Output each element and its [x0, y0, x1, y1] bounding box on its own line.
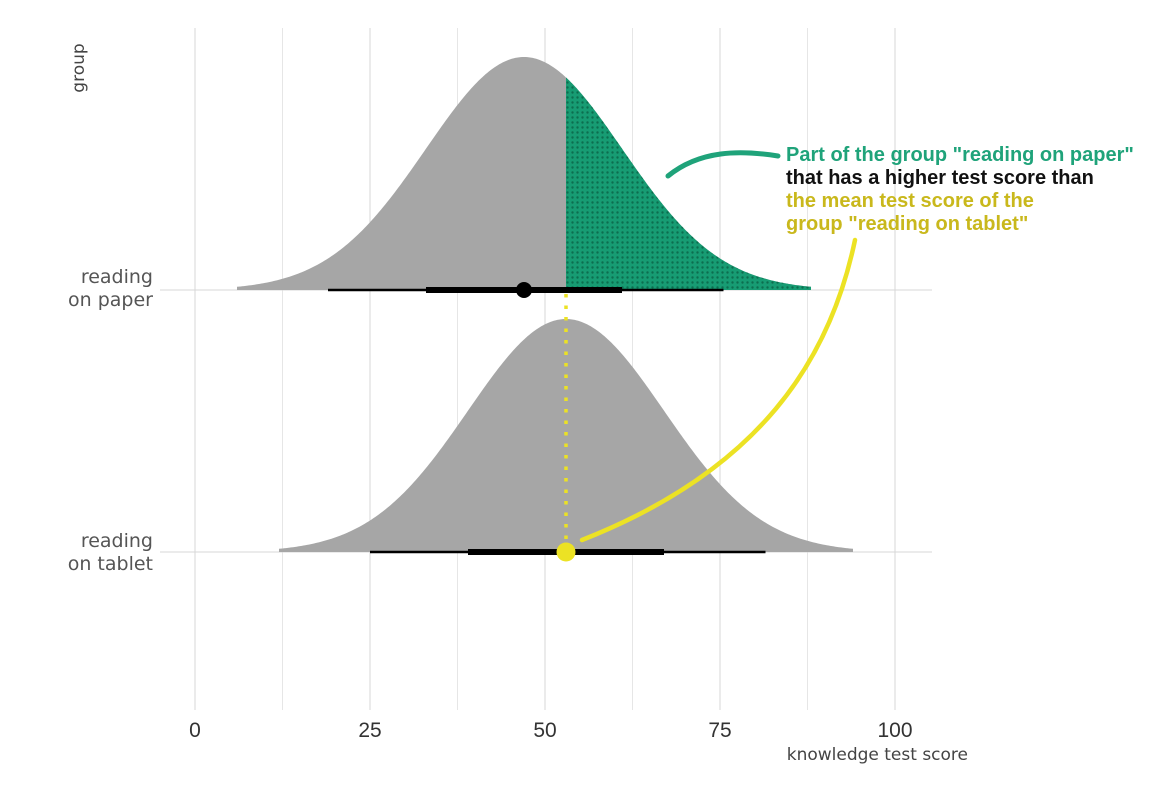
x-tick-label: 25	[358, 719, 381, 742]
x-tick-labels: 0 25 50 75 100	[189, 719, 912, 742]
point-tablet	[556, 542, 576, 562]
group-label-tablet: reading on tablet	[68, 530, 153, 575]
density-paper	[237, 57, 811, 290]
annotation-line: Part of the group "reading on paper"	[786, 144, 1134, 166]
x-tick-label: 50	[533, 719, 556, 742]
x-tick-label: 100	[877, 719, 912, 742]
x-tick-label: 75	[708, 719, 731, 742]
group-label-line: reading	[81, 530, 153, 552]
annotation-arrow-yellow	[579, 237, 858, 543]
group-label-line: reading	[81, 266, 153, 288]
y-axis-title: group	[69, 43, 89, 92]
group-label-paper: reading on paper	[68, 266, 153, 311]
group-label-line: on tablet	[68, 553, 153, 575]
x-tick-label: 0	[189, 719, 201, 742]
annotation-line: that has a higher test score than	[786, 167, 1094, 189]
point-paper	[516, 282, 532, 298]
annotation-line: group "reading on tablet"	[786, 213, 1028, 235]
density-shaded-dots	[566, 77, 811, 290]
group-label-line: on paper	[68, 289, 153, 311]
annotation-text: Part of the group "reading on paper" tha…	[786, 144, 1134, 235]
annotation-line: the mean test score of the	[786, 190, 1034, 212]
x-axis-title: knowledge test score	[787, 745, 968, 765]
annotation-arrow-green	[665, 150, 781, 179]
annotation-layer	[516, 150, 858, 562]
